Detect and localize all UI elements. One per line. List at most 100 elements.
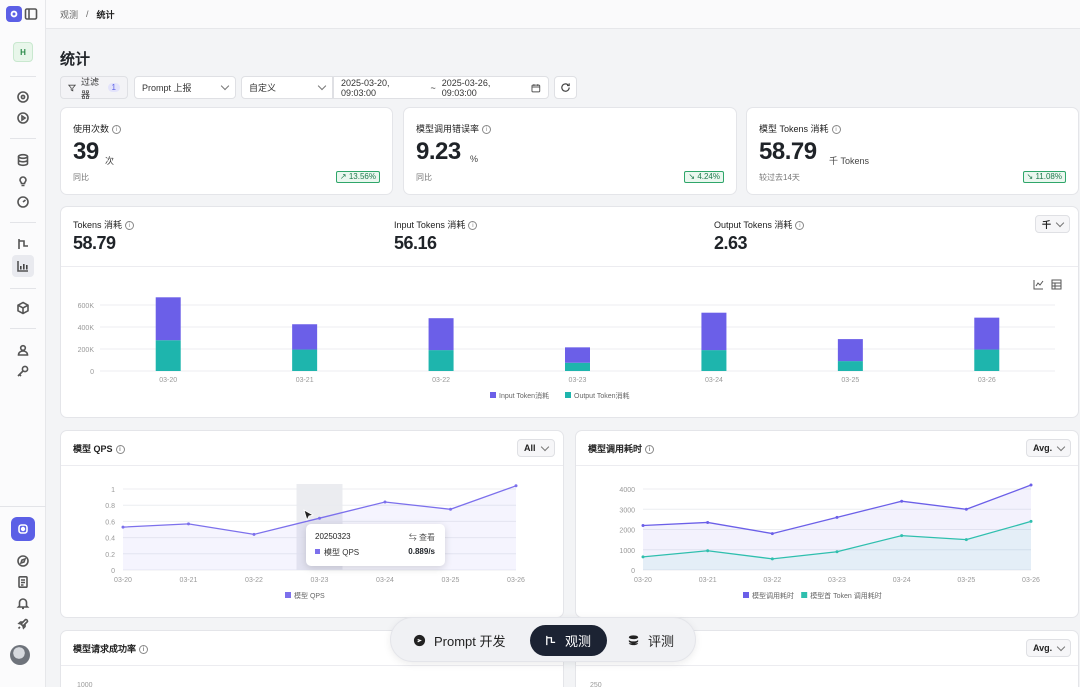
x-tick-label: 03-20 [634, 577, 652, 584]
filter-button[interactable]: 过滤器 1 [60, 76, 128, 100]
bar-output [428, 350, 454, 371]
date-start: 2025-03-20, 09:03:00 [341, 77, 390, 98]
tooltip-view-link[interactable]: ⇆ 查看 [408, 533, 435, 542]
chart-tooltip: 20250323 ⇆ 查看 模型 QPS 0.889/s [306, 524, 445, 566]
legend-label: 模型调用耗时 [752, 591, 794, 600]
stat-value: 2.63 [714, 233, 748, 253]
legend-label: Output Token消耗 [574, 391, 630, 400]
key-icon[interactable] [13, 361, 33, 381]
info-icon: i [468, 221, 478, 231]
trace-icon[interactable] [13, 234, 33, 254]
range-value: 自定义 [249, 83, 277, 93]
avatar[interactable] [10, 645, 30, 665]
tooltip-series: 模型 QPS [324, 548, 360, 557]
statistics-icon[interactable] [12, 255, 34, 277]
tooltip-value: 0.889/s [408, 547, 435, 556]
unit-select[interactable]: 千 [1035, 215, 1071, 233]
bottom-nav: Prompt 开发 观测 评测 [390, 617, 696, 662]
x-tick-label: 03-21 [296, 377, 314, 384]
bar-output [701, 350, 727, 371]
sidebar-divider [10, 328, 36, 329]
table-icon[interactable] [1051, 279, 1062, 290]
stat-label: Output Tokens 消耗 i [714, 218, 805, 231]
stat-value: 58.79 [73, 233, 116, 253]
date-end: 2025-03-26, 09:03:00 [441, 77, 491, 98]
nav-observe[interactable]: 观测 [530, 625, 607, 656]
x-tick-label: 03-21 [699, 577, 717, 584]
user-badge[interactable]: H [13, 42, 33, 62]
data-point [770, 532, 774, 536]
panel-divider [576, 665, 1078, 666]
eval-icon [628, 635, 639, 646]
bottom-select[interactable]: Avg. [1026, 639, 1072, 657]
nav-evaluate[interactable]: 评测 [613, 625, 688, 656]
refresh-button[interactable] [554, 76, 577, 99]
gauge-icon[interactable] [13, 192, 33, 212]
kpi-label: 模型 Tokens 消耗 i [759, 122, 841, 135]
data-point [1029, 483, 1033, 487]
x-tick-label: 03-22 [245, 577, 263, 584]
people-icon[interactable] [13, 340, 33, 360]
latency-panel: 模型调用耗时 i Avg. [575, 430, 1079, 618]
y-tick-label: 400K [78, 325, 95, 332]
data-point [318, 516, 321, 520]
report-type-select[interactable]: Prompt 上报 [134, 76, 236, 99]
panel-divider [576, 465, 1078, 466]
cursor-icon [303, 509, 315, 522]
database-icon[interactable] [13, 150, 33, 170]
info-icon: i [482, 125, 492, 135]
x-tick-label: 03-26 [1022, 577, 1040, 584]
y-tick: 1000 [77, 682, 93, 687]
x-tick-label: 03-20 [114, 577, 132, 584]
kpi-change-badge: ↗ 13.56% [335, 171, 380, 183]
breadcrumb: 观测 / 统计 [46, 0, 1080, 29]
data-point [964, 538, 968, 542]
latency-select-value: Avg. [1033, 443, 1053, 453]
sidebar-toggle-icon[interactable] [21, 4, 41, 24]
chevron-down-icon [317, 81, 327, 91]
kpi-unit: 千 Tokens [829, 156, 870, 166]
line-chart-icon[interactable] [1033, 279, 1044, 290]
latency-select[interactable]: Avg. [1026, 439, 1072, 457]
info-icon: i [125, 221, 135, 231]
assistant-icon[interactable] [11, 517, 35, 541]
kpi-value: 58.79 [759, 138, 817, 165]
play-icon[interactable] [13, 108, 33, 128]
legend-swatch [285, 592, 291, 598]
breadcrumb-parent[interactable]: 观测 [60, 9, 79, 20]
tokens-panel: Tokens 消耗 i 58.79 Input Tokens 消耗 i 56.16 … [60, 206, 1079, 418]
qps-select[interactable]: All [517, 439, 555, 457]
panel-divider [61, 665, 563, 666]
y-tick-label: 0.8 [105, 503, 115, 510]
y-tick-label: 0.2 [105, 552, 115, 559]
data-point [964, 507, 968, 511]
tokens-bar-chart: 0 200K 400K 600K 03-20 03-21 03-22 03-23 03-24 03… [78, 297, 1055, 400]
y-tick-label: 0 [90, 369, 94, 376]
target-icon[interactable] [13, 87, 33, 107]
cube-icon[interactable] [13, 298, 33, 318]
date-range-picker[interactable]: 2025-03-20, 09:03:00 ~ 2025-03-26, 09:03… [333, 76, 549, 99]
compass-icon[interactable] [13, 551, 33, 571]
document-icon[interactable] [13, 572, 33, 592]
x-tick-label: 03-21 [180, 577, 198, 584]
range-select[interactable]: 自定义 [241, 76, 333, 99]
unit-select-value: 千 [1042, 219, 1052, 230]
panel-title: 模型 QPS i [73, 442, 125, 455]
bell-icon[interactable] [13, 593, 33, 613]
kpi-change-badge: ↘ 4.24% [684, 171, 724, 183]
rocket-icon[interactable] [13, 614, 33, 634]
y-tick: 250 [590, 682, 602, 687]
x-tick-label: 03-26 [507, 577, 525, 584]
panel-title: 模型请求成功率 i [73, 642, 149, 655]
nav-prompt-dev[interactable]: Prompt 开发 [399, 625, 520, 656]
bar-input [155, 297, 181, 341]
kpi-change-badge: ↘ 11.08% [1022, 171, 1066, 183]
data-point [514, 484, 518, 488]
observe-icon [546, 635, 556, 646]
calendar-icon [531, 83, 541, 92]
series-area [643, 485, 1031, 570]
app-logo[interactable] [6, 6, 22, 22]
bulb-icon[interactable] [13, 171, 33, 191]
x-tick-label: 03-23 [311, 577, 329, 584]
kpi-unit: 次 [105, 156, 115, 166]
